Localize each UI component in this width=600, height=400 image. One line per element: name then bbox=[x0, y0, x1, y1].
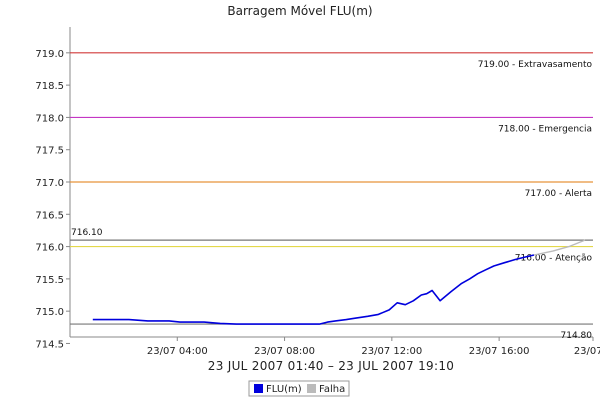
chart-title: Barragem Móvel FLU(m) bbox=[227, 4, 372, 18]
y-tick-label: 718.0 bbox=[35, 113, 64, 124]
x-tick-label: 23/07 2 bbox=[574, 346, 600, 357]
x-tick-label: 23/07 08:00 bbox=[254, 346, 315, 357]
y-tick-label: 718.5 bbox=[35, 81, 64, 92]
legend-swatch-falha bbox=[307, 384, 316, 393]
y-tick-label: 715.5 bbox=[35, 275, 64, 286]
threshold-label: 718.00 - Emergencia bbox=[498, 124, 592, 134]
threshold-label: 716.10 bbox=[71, 228, 103, 238]
legend-label-flu: FLU(m) bbox=[266, 384, 302, 395]
x-tick-label: 23/07 12:00 bbox=[361, 346, 422, 357]
y-tick-label: 716.0 bbox=[35, 243, 64, 254]
legend-label-falha: Falha bbox=[319, 384, 345, 395]
threshold-label: 717.00 - Alerta bbox=[525, 189, 592, 199]
threshold-label: 714.80 bbox=[561, 331, 593, 341]
y-tick-label: 717.0 bbox=[35, 178, 64, 189]
legend-swatch-flu bbox=[254, 384, 263, 393]
plot-area: 714.5 715.0 715.5 716.0 716.5 717.0 717.5 718.0… bbox=[35, 27, 600, 357]
y-tick-label: 719.0 bbox=[35, 49, 64, 60]
y-tick-label: 715.0 bbox=[35, 307, 64, 318]
y-tick-label: 716.5 bbox=[35, 210, 64, 221]
series-line-falha bbox=[533, 239, 586, 256]
legend-box bbox=[248, 380, 350, 397]
y-tick-label: 714.5 bbox=[35, 339, 64, 350]
legend: FLU(m) Falha bbox=[248, 380, 350, 397]
chart-subtitle: 23 JUL 2007 01:40 – 23 JUL 2007 19:10 bbox=[208, 359, 454, 373]
y-tick-label: 717.5 bbox=[35, 146, 64, 157]
x-tick-label: 23/07 04:00 bbox=[147, 346, 208, 357]
threshold-label: 716.00 - Atenção bbox=[515, 254, 593, 264]
x-tick-label: 23/07 16:00 bbox=[469, 346, 530, 357]
series-line-flu bbox=[92, 254, 535, 325]
threshold-label: 719.00 - Extravasamento bbox=[478, 60, 593, 70]
